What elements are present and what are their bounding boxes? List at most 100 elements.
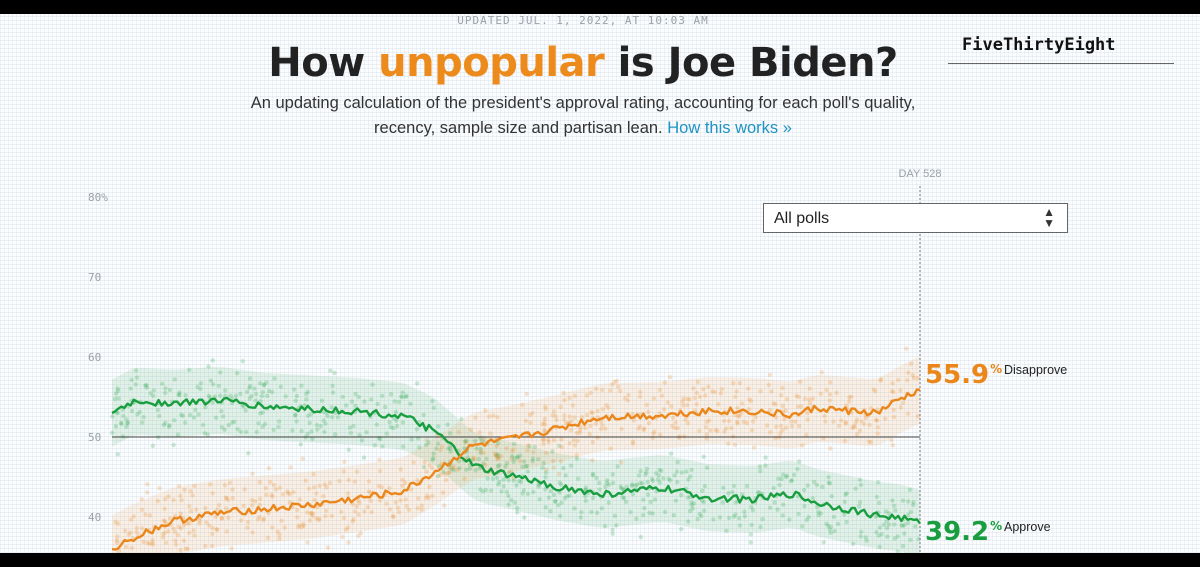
poll-dot	[645, 492, 651, 497]
how-this-works-link[interactable]: How this works »	[667, 119, 792, 137]
poll-dot	[350, 519, 355, 524]
poll-dot	[315, 505, 320, 510]
poll-dot	[733, 500, 738, 505]
poll-dot	[368, 498, 373, 504]
poll-dot	[147, 541, 152, 546]
poll-dot	[789, 424, 795, 429]
poll-dot	[506, 493, 511, 499]
poll-dot	[330, 415, 335, 420]
poll-dot	[308, 511, 314, 516]
poll-dot	[843, 421, 849, 426]
poll-dot	[763, 463, 768, 468]
poll-dot	[351, 423, 356, 429]
poll-dot	[157, 486, 162, 491]
poll-dot	[730, 490, 735, 495]
poll-dot	[657, 480, 662, 485]
poll-dot	[135, 412, 140, 417]
poll-dot	[202, 431, 208, 436]
poll-dot	[853, 420, 859, 425]
poll-dot	[222, 427, 227, 432]
poll-dot	[608, 446, 613, 451]
poll-dot	[532, 444, 537, 449]
poll-dot	[155, 407, 161, 413]
poll-dot	[511, 447, 516, 452]
poll-dot	[131, 514, 136, 519]
poll-dot	[681, 396, 686, 401]
poll-dot	[661, 407, 667, 412]
poll-dot	[525, 448, 530, 453]
poll-dot	[494, 443, 499, 449]
poll-dot	[210, 358, 215, 363]
poll-dot	[179, 497, 184, 503]
poll-dot	[616, 384, 621, 389]
poll-dot	[377, 457, 382, 462]
poll-dot	[677, 434, 682, 439]
poll-dot	[160, 381, 165, 386]
poll-dot	[806, 515, 811, 520]
poll-dot	[861, 421, 867, 427]
poll-dot	[219, 516, 224, 521]
poll-dot	[883, 416, 888, 421]
poll-dot	[747, 397, 752, 402]
poll-dot	[574, 430, 580, 436]
poll-dot	[245, 519, 251, 525]
poll-dot	[687, 397, 692, 402]
poll-dot	[167, 516, 173, 521]
poll-dot	[551, 492, 557, 498]
poll-dot	[203, 505, 208, 511]
poll-dot	[166, 529, 171, 534]
poll-dot	[293, 413, 298, 418]
poll-dot	[364, 430, 369, 435]
poll-dot	[577, 430, 583, 435]
poll-dot	[362, 399, 367, 404]
poll-dot	[426, 495, 432, 500]
poll-dot	[180, 413, 186, 418]
poll-dot	[462, 439, 468, 444]
poll-dot	[753, 415, 758, 420]
poll-dot	[614, 378, 620, 384]
poll-dot	[472, 456, 477, 461]
brand-logo[interactable]: FiveThirtyEight	[962, 35, 1116, 55]
poll-dot	[859, 419, 864, 424]
poll-dot	[570, 403, 576, 408]
poll-dot	[866, 439, 872, 444]
poll-dot	[377, 498, 382, 503]
poll-dot	[485, 476, 490, 481]
poll-dot	[272, 376, 277, 381]
poll-dot	[190, 493, 195, 498]
poll-dot	[877, 525, 882, 530]
poll-dot	[736, 516, 742, 521]
poll-dot	[457, 466, 462, 471]
poll-dot	[299, 383, 304, 388]
poll-dot	[679, 470, 685, 475]
poll-dot	[724, 426, 729, 431]
poll-dot	[226, 515, 231, 520]
poll-dot	[495, 441, 501, 446]
poll-dot	[509, 454, 515, 459]
poll-dot	[150, 540, 155, 546]
poll-dot	[781, 472, 786, 477]
poll-dot	[567, 493, 572, 498]
poll-dot	[462, 476, 467, 481]
poll-dot	[317, 483, 322, 489]
poll-dot	[312, 497, 317, 503]
disapprove-value-label: 55.9%	[925, 360, 1002, 390]
poll-dot	[572, 415, 577, 420]
poll-dot	[424, 442, 429, 448]
poll-dots-approve	[109, 358, 921, 553]
poll-dot	[704, 465, 710, 470]
poll-dot	[819, 370, 824, 375]
poll-dot	[224, 496, 229, 501]
poll-filter-select[interactable]: All polls ▲ ▼	[763, 203, 1068, 233]
poll-dot	[679, 526, 684, 532]
poll-dot	[307, 420, 312, 426]
poll-dot	[145, 540, 150, 546]
poll-dot	[276, 419, 282, 424]
poll-dot	[247, 385, 252, 391]
poll-dot	[890, 443, 895, 448]
poll-dot	[542, 428, 547, 433]
poll-dot	[543, 505, 548, 510]
poll-dot	[238, 429, 244, 434]
poll-dot	[697, 394, 703, 399]
poll-dot	[222, 483, 228, 488]
